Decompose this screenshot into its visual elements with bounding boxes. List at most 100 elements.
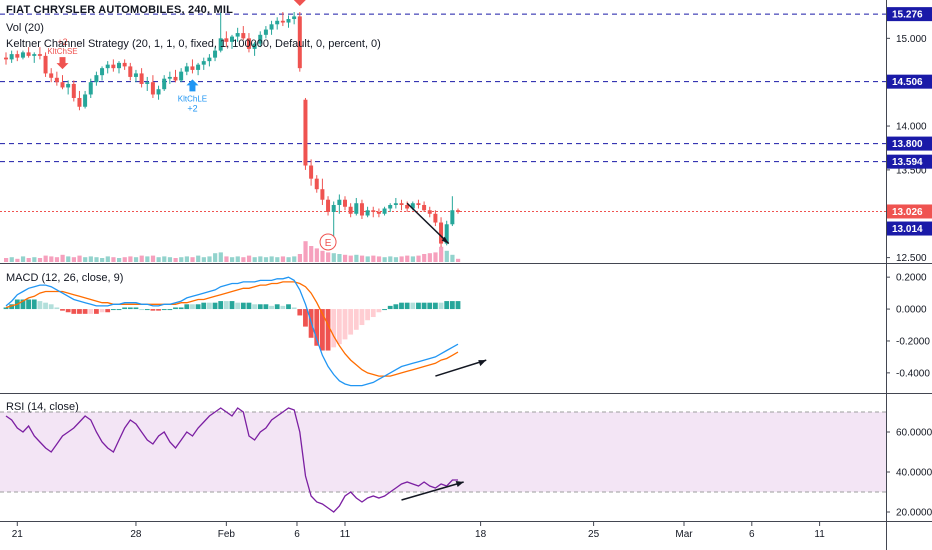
volume-bar <box>439 246 444 262</box>
macd-histogram-bar <box>116 309 122 311</box>
short-entry-arrow <box>293 0 306 7</box>
volume-bar <box>359 255 365 262</box>
candle-body <box>371 210 376 213</box>
volume-bar <box>15 258 20 262</box>
rsi-tick-label: 40.0000 <box>896 468 932 479</box>
macd-histogram-bar <box>3 307 9 310</box>
macd-histogram-bar <box>229 301 235 310</box>
volume-bar <box>145 256 150 262</box>
macd-histogram-bar <box>144 309 150 311</box>
macd-histogram-bar <box>410 302 416 310</box>
candle-body <box>280 20 285 23</box>
volume-bar <box>77 255 82 262</box>
price-level-badge-label: 14.506 <box>892 77 923 88</box>
macd-histogram-bar <box>286 304 291 310</box>
candle-body <box>320 189 325 200</box>
candle-body <box>60 82 65 88</box>
volume-bar <box>269 256 274 262</box>
candle-body <box>309 165 314 179</box>
macd-histogram-bar <box>370 309 376 318</box>
volume-bar <box>309 246 314 262</box>
macd-histogram-bar <box>303 309 308 327</box>
volume-bar <box>218 252 223 262</box>
strategy-marker-label: KltChLE <box>178 94 207 103</box>
earnings-event-label: E <box>325 238 332 249</box>
candle-body <box>235 33 240 37</box>
candle-body <box>269 24 274 30</box>
candle-body <box>354 203 359 214</box>
volume-bar <box>433 252 438 262</box>
volume-bar <box>292 256 297 262</box>
macd-histogram-bar <box>212 302 218 310</box>
macd-histogram-bar <box>280 305 286 310</box>
macd-histogram-bar <box>82 309 88 314</box>
volume-indicator-label[interactable]: Vol (20) <box>6 22 44 34</box>
volume-bar <box>275 257 280 262</box>
volume-bar <box>37 258 43 262</box>
candle-body <box>246 38 251 49</box>
volume-bar <box>410 256 415 262</box>
macd-tick-label: 0.0000 <box>896 305 927 316</box>
macd-histogram-bar <box>122 307 128 310</box>
candle-body <box>111 64 116 69</box>
candle-body <box>128 66 133 77</box>
candle-body <box>275 20 280 25</box>
macd-histogram-bar <box>167 309 173 311</box>
volume-bar <box>331 253 336 262</box>
macd-histogram-bar <box>88 309 94 314</box>
macd-histogram-bar <box>201 302 207 310</box>
candle-body <box>49 73 54 78</box>
volume-bar <box>150 255 156 262</box>
volume-bar <box>49 256 54 262</box>
volume-bar <box>139 255 144 262</box>
rsi-indicator-label[interactable]: RSI (14, close) <box>6 401 79 413</box>
candle-body <box>100 68 105 76</box>
candle-body <box>416 203 421 205</box>
time-tick-label: 21 <box>12 529 24 540</box>
macd-histogram-bar <box>246 302 252 310</box>
price-tick-label: 14.000 <box>896 122 927 133</box>
volume-bar <box>422 254 427 262</box>
price-level-badge-label: 13.594 <box>892 157 923 168</box>
candle-body <box>422 204 427 211</box>
macd-histogram-bar <box>314 309 320 346</box>
candle-body <box>439 222 444 244</box>
candle-body <box>54 77 59 83</box>
candle-body <box>343 199 347 207</box>
macd-histogram-bar <box>342 309 348 340</box>
volume-bar <box>393 257 399 262</box>
volume-bar <box>354 254 359 262</box>
volume-bar <box>207 256 212 262</box>
macd-histogram-bar <box>376 309 382 313</box>
macd-indicator-label[interactable]: MACD (12, 26, close, 9) <box>6 272 124 284</box>
candle-body <box>263 29 268 35</box>
candle-body <box>162 78 167 90</box>
candle-body <box>286 19 291 23</box>
candle-body <box>405 204 410 209</box>
candle-body <box>376 212 381 214</box>
macd-histogram-bar <box>421 302 427 310</box>
macd-histogram-bar <box>105 309 111 313</box>
macd-histogram-bar <box>173 307 178 310</box>
keltner-strategy-label[interactable]: Keltner Channel Strategy (20, 1, 1, 0, f… <box>6 38 381 50</box>
macd-histogram-bar <box>359 309 365 326</box>
price-level-badge <box>887 136 932 151</box>
volume-bar <box>388 256 393 262</box>
volume-bar <box>235 256 240 262</box>
volume-bar <box>371 255 376 262</box>
macd-histogram-bar <box>393 304 399 310</box>
volume-bar <box>376 256 382 262</box>
time-tick-label: 11 <box>340 529 351 540</box>
macd-histogram-bar <box>404 302 410 310</box>
candle-body <box>456 210 460 213</box>
candle-body <box>71 83 76 98</box>
volume-bar <box>32 257 37 262</box>
time-tick-label: 6 <box>749 529 755 540</box>
price-level-badge <box>887 74 932 89</box>
macd-histogram-bar <box>336 309 342 345</box>
macd-histogram-bar <box>269 305 274 310</box>
candle-body <box>156 89 161 95</box>
volume-bar <box>444 250 449 262</box>
